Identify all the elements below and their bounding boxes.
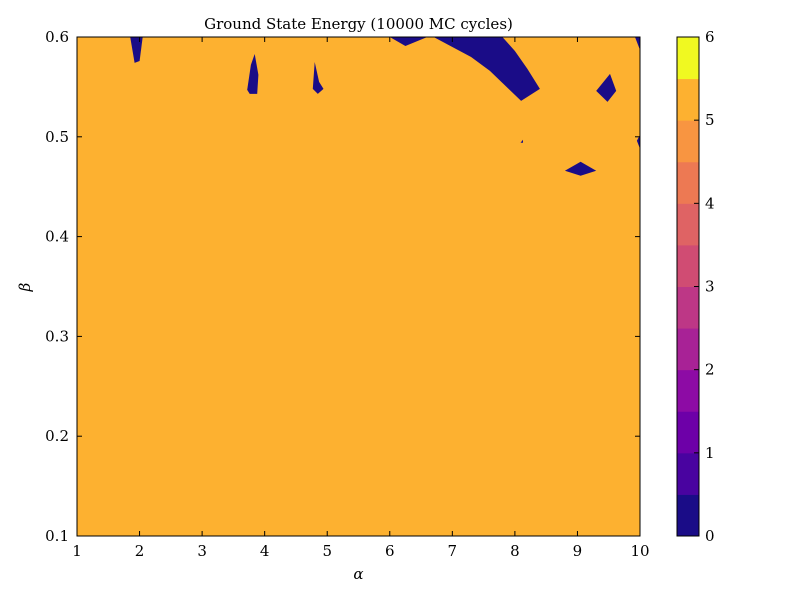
colorbar-tick-label: 1 xyxy=(705,444,715,462)
x-axis-label: α xyxy=(353,565,363,583)
x-tick-label: 7 xyxy=(448,542,458,560)
x-tick-label: 9 xyxy=(573,542,583,560)
contour-region-7 xyxy=(564,161,597,176)
contour-region-1 xyxy=(130,37,143,63)
y-tick-label: 0.1 xyxy=(45,527,69,545)
y-tick-label: 0.6 xyxy=(45,28,69,46)
colorbar-tick-label: 3 xyxy=(705,278,715,296)
colorbar-tick-label: 2 xyxy=(705,361,715,379)
colorbar-tick-label: 5 xyxy=(705,111,715,129)
colorbar-tick-label: 6 xyxy=(705,28,715,46)
contour-background xyxy=(77,37,640,536)
colorbar-segment-6 xyxy=(677,286,699,329)
contour-region-9 xyxy=(635,37,640,50)
colorbar-segment-7 xyxy=(677,244,699,287)
colorbar-segment-1 xyxy=(677,494,699,537)
contour-region-3 xyxy=(312,62,324,94)
colorbar-segment-9 xyxy=(677,161,699,204)
colorbar-tick-label: 4 xyxy=(705,194,715,212)
contour-region-2 xyxy=(247,54,259,94)
contour-region-4 xyxy=(389,37,428,46)
axes: 1 2 3 4 5 6 7 8 9 10 0.1 0.2 0.3 0.4 0.5 0.6 xyxy=(45,28,649,560)
contour-region-8 xyxy=(520,139,523,143)
y-tick-label: 0.2 xyxy=(45,427,69,445)
colorbar-segment-10 xyxy=(677,120,699,163)
y-tick-label: 0.5 xyxy=(45,128,69,146)
colorbar-segment-5 xyxy=(677,328,699,371)
contour-region-10 xyxy=(636,134,640,149)
x-tick-label: 6 xyxy=(385,542,395,560)
colorbar-segment-3 xyxy=(677,411,699,454)
colorbar-segment-8 xyxy=(677,203,699,246)
chart-title: Ground State Energy (10000 MC cycles) xyxy=(204,15,513,33)
colorbar-segment-2 xyxy=(677,452,699,495)
x-tick-label: 3 xyxy=(197,542,207,560)
plot-area xyxy=(77,37,640,536)
x-tick-label: 5 xyxy=(322,542,332,560)
x-tick-label: 10 xyxy=(630,542,649,560)
contour-region-6 xyxy=(596,73,617,102)
x-tick-label: 4 xyxy=(260,542,270,560)
y-tick-label: 0.3 xyxy=(45,327,69,345)
y-axis-label: β xyxy=(16,282,34,292)
contour-region-5 xyxy=(433,37,540,101)
x-tick-label: 2 xyxy=(135,542,145,560)
colorbar-segment-11 xyxy=(677,78,699,121)
colorbar: 0 1 2 3 4 5 6 xyxy=(676,28,715,545)
plot-frame xyxy=(76,36,641,537)
colorbar-tick-label: 0 xyxy=(705,527,715,545)
colorbar-segment-4 xyxy=(677,369,699,412)
y-tick-label: 0.4 xyxy=(45,228,69,246)
colorbar-segment-12 xyxy=(677,37,699,80)
x-tick-label: 1 xyxy=(72,542,82,560)
x-tick-label: 8 xyxy=(510,542,520,560)
